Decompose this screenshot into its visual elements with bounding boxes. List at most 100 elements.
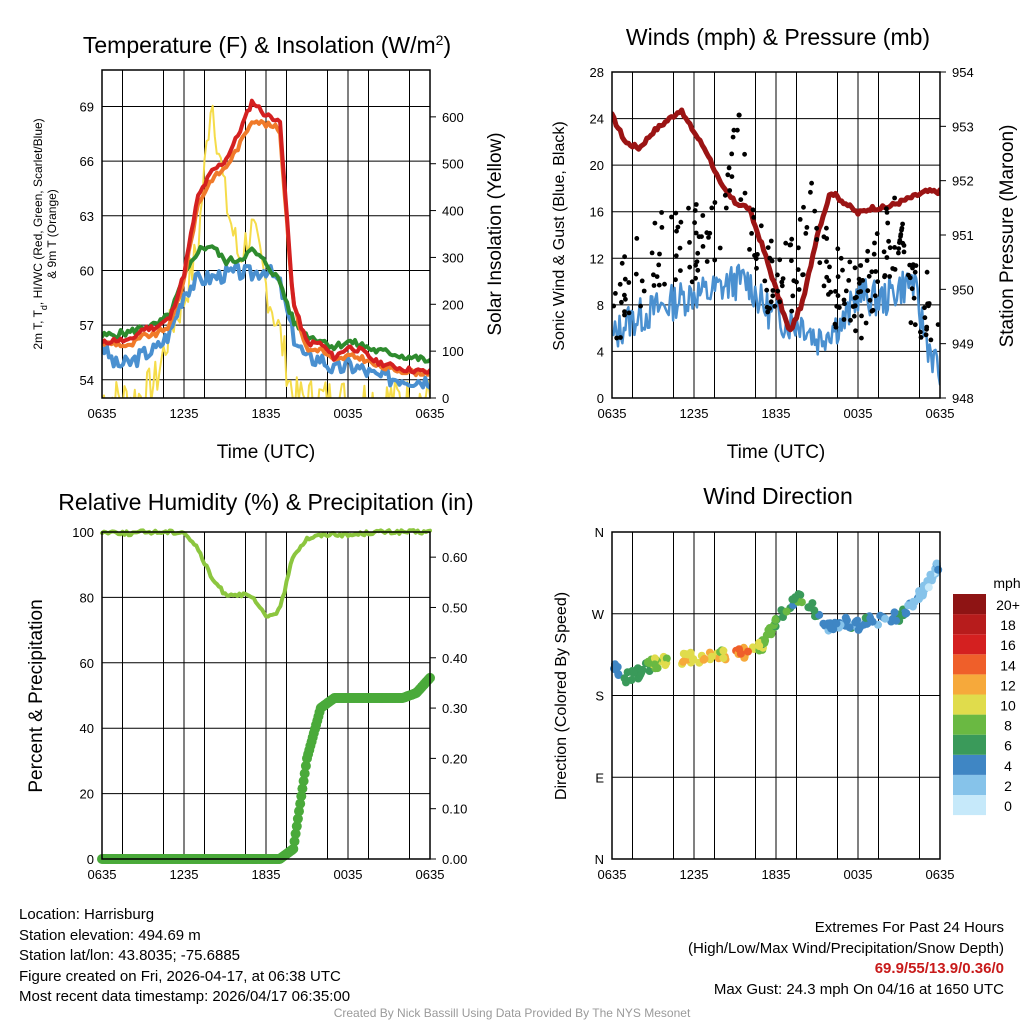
gust-point <box>827 264 832 270</box>
y-right-tick-label: 0.40 <box>442 651 467 666</box>
gust-point <box>692 208 698 213</box>
gust-point <box>925 301 930 307</box>
y-right-tick-label: 0.00 <box>442 852 467 867</box>
gust-point <box>693 202 699 207</box>
gust-point <box>693 262 698 268</box>
gust-point <box>779 279 785 285</box>
gust-point <box>852 265 858 271</box>
gust-point <box>717 245 723 251</box>
y-tick-label: 100 <box>72 525 94 540</box>
gust-point <box>769 258 775 264</box>
y-axis-label-left: 2m T, Td, HI/WC (Red, Green, Scarlet/Blu… <box>31 118 49 349</box>
y-tick-label: 20 <box>590 158 604 173</box>
y-axis-label-left: Sonic Wind & Gust (Blue, Black) <box>551 121 568 350</box>
colorbar-swatch <box>953 674 986 695</box>
direction-point <box>841 613 850 622</box>
gust-point <box>896 246 902 252</box>
gust-point <box>700 213 706 218</box>
precip-point <box>297 783 308 794</box>
direction-point <box>744 647 752 656</box>
direction-point <box>881 614 890 623</box>
gust-point <box>789 236 795 242</box>
direction-point <box>661 661 670 670</box>
gust-point <box>846 278 852 283</box>
gust-point <box>730 134 736 140</box>
y-right-tick-label: 953 <box>952 119 974 134</box>
x-tick-label: 0635 <box>598 406 627 421</box>
gust-point <box>622 312 627 318</box>
gust-point <box>750 207 756 213</box>
direction-point <box>650 654 659 663</box>
y-tick-label: 57 <box>80 318 94 333</box>
gust-point <box>706 235 711 240</box>
y-tick-label: 20 <box>80 787 94 802</box>
gust-point <box>674 228 679 234</box>
gust-point <box>881 249 887 255</box>
gust-point <box>695 250 701 256</box>
gust-point <box>749 231 754 236</box>
gust-point <box>765 309 771 315</box>
extremes-panel: Extremes For Past 24 Hours (High/Low/Max… <box>688 918 1004 1000</box>
y-tick-label: 80 <box>80 590 94 605</box>
colorbar: mph 0 2 4 6 8 10 12 14 16 18 20+ <box>953 575 1021 816</box>
y-axis-label-left-2: & 9m T (Orange) <box>45 189 59 279</box>
direction-point <box>924 583 933 592</box>
gust-point <box>796 287 802 292</box>
gust-point <box>912 322 918 328</box>
x-tick-label: 1835 <box>762 867 791 882</box>
gust-point <box>662 281 667 287</box>
gust-point <box>863 320 869 326</box>
gust-point <box>617 281 623 287</box>
gust-point <box>896 250 901 256</box>
gust-point <box>626 310 632 316</box>
x-tick-label: 0635 <box>88 867 117 882</box>
gust-point <box>693 230 699 236</box>
gust-point <box>673 277 678 283</box>
direction-point <box>904 601 913 610</box>
gust-point <box>887 245 893 251</box>
gust-point <box>910 265 915 271</box>
gust-point <box>814 225 819 231</box>
gust-point <box>687 240 692 245</box>
gust-point <box>884 210 890 215</box>
gust-point <box>689 279 695 285</box>
x-tick-label: 0035 <box>844 867 873 882</box>
direction-point <box>755 642 764 651</box>
precip-point <box>289 836 300 847</box>
series-group <box>612 107 940 386</box>
gust-point <box>870 307 876 313</box>
gust-point <box>873 269 879 274</box>
gust-point <box>673 210 679 216</box>
gust-point <box>884 206 889 212</box>
gust-point <box>694 259 700 264</box>
direction-point <box>761 636 770 645</box>
gust-point <box>882 274 887 280</box>
gust-point <box>859 313 864 319</box>
colorbar-swatch <box>953 614 986 635</box>
gust-point <box>654 274 660 279</box>
gust-point <box>856 276 862 282</box>
gust-point <box>735 127 740 133</box>
direction-point <box>890 608 899 617</box>
gust-point <box>875 279 881 284</box>
gust-point <box>817 260 823 266</box>
station-info: Location: Harrisburg Station elevation: … <box>19 905 350 1008</box>
gust-point <box>809 180 814 186</box>
direction-point <box>845 623 854 632</box>
gust-point <box>657 251 662 257</box>
gust-point <box>775 272 780 278</box>
gust-point <box>872 293 878 299</box>
gust-point <box>758 223 764 229</box>
temp2m-line <box>102 98 430 375</box>
gust-point <box>638 303 643 309</box>
chart-title: Wind Direction <box>703 483 853 509</box>
y-right-tick-label: 300 <box>442 250 464 265</box>
gust-point <box>935 322 940 327</box>
precip-point <box>292 813 303 824</box>
direction-point <box>790 595 799 604</box>
y-tick-label: 69 <box>80 99 94 114</box>
temp9m-line <box>102 119 430 378</box>
y-tick-label: 24 <box>590 112 604 127</box>
y-tick-label: 4 <box>597 344 604 359</box>
